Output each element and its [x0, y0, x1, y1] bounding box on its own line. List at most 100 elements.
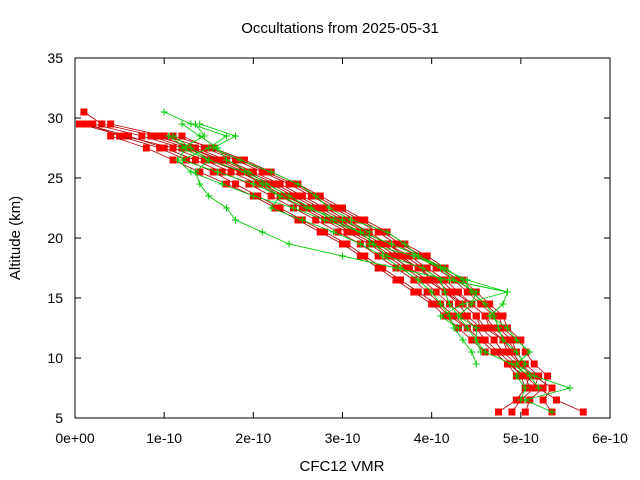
retrieved-point-marker — [191, 156, 199, 164]
retrieved-point-marker — [209, 168, 217, 176]
apriori-point-marker — [325, 204, 333, 212]
retrieved-point-marker — [401, 252, 409, 260]
retrieved-point-marker — [227, 168, 235, 176]
retrieved-point-marker — [428, 300, 436, 308]
retrieved-point-marker — [450, 312, 458, 320]
retrieved-point-marker — [503, 348, 511, 356]
retrieved-point-marker — [454, 276, 462, 284]
retrieved-point-marker — [356, 252, 364, 260]
retrieved-point-marker — [530, 360, 538, 368]
retrieved-point-marker — [75, 120, 83, 128]
retrieved-point-marker — [374, 264, 382, 272]
apriori-profile-line — [168, 135, 482, 353]
apriori-point-marker — [472, 288, 480, 296]
apriori-point-marker — [232, 216, 239, 224]
retrieved-point-marker — [539, 396, 547, 404]
retrieved-point-marker — [339, 240, 346, 248]
apriori-point-marker — [339, 216, 346, 224]
retrieved-point-marker — [432, 288, 440, 296]
x-tick-label: 2e-10 — [235, 430, 271, 446]
retrieved-point-marker — [454, 300, 462, 308]
retrieved-point-marker — [84, 120, 92, 128]
retrieved-point-marker — [289, 192, 297, 200]
retrieved-point-marker — [196, 168, 204, 176]
retrieved-point-marker — [388, 252, 396, 260]
apriori-point-marker — [454, 324, 462, 332]
retrieved-point-marker — [499, 324, 507, 332]
retrieved-point-marker — [396, 252, 404, 260]
retrieved-point-marker — [138, 132, 146, 140]
apriori-point-marker — [459, 336, 467, 344]
x-tick-label: 6e-10 — [592, 430, 628, 446]
apriori-point-marker — [289, 204, 297, 212]
apriori-point-marker — [240, 168, 248, 176]
apriori-point-marker — [223, 132, 231, 140]
retrieved-point-marker — [477, 336, 485, 344]
retrieved-point-marker — [454, 288, 462, 296]
plot-area — [75, 108, 587, 416]
retrieved-point-marker — [236, 168, 244, 176]
retrieved-point-marker — [263, 168, 271, 176]
retrieved-point-marker — [276, 204, 284, 212]
retrieved-profile-line — [83, 111, 531, 413]
retrieved-point-marker — [294, 216, 302, 224]
retrieved-point-marker — [147, 132, 155, 140]
retrieved-point-marker — [178, 132, 186, 140]
retrieved-point-marker — [423, 276, 431, 284]
x-tick-label: 3e-10 — [325, 430, 361, 446]
retrieved-point-marker — [307, 192, 315, 200]
retrieved-point-marker — [272, 180, 280, 188]
retrieved-point-marker — [503, 360, 511, 368]
apriori-point-marker — [472, 324, 480, 332]
retrieved-point-marker — [240, 156, 248, 164]
retrieved-point-marker — [414, 288, 422, 296]
apriori-point-marker — [330, 216, 338, 224]
x-tick-label: 1e-10 — [146, 430, 182, 446]
retrieved-point-marker — [486, 324, 494, 332]
apriori-point-marker — [347, 216, 355, 224]
retrieved-profile-series — [147, 132, 534, 392]
retrieved-point-marker — [463, 288, 471, 296]
apriori-point-marker — [446, 300, 453, 308]
retrieved-point-marker — [441, 276, 449, 284]
retrieved-point-marker — [539, 384, 547, 392]
retrieved-point-marker — [499, 348, 507, 356]
retrieved-point-marker — [481, 312, 489, 320]
retrieved-point-marker — [423, 252, 431, 260]
apriori-point-marker — [517, 396, 525, 404]
retrieved-point-marker — [441, 312, 449, 320]
apriori-point-marker — [459, 300, 467, 308]
apriori-point-marker — [512, 336, 520, 344]
retrieved-point-marker — [508, 336, 516, 344]
retrieved-point-marker — [544, 372, 552, 380]
retrieved-point-marker — [285, 180, 293, 188]
apriori-point-marker — [223, 156, 231, 164]
retrieved-point-marker — [490, 324, 498, 332]
retrieved-point-marker — [477, 300, 485, 308]
apriori-point-marker — [499, 336, 507, 344]
retrieved-point-marker — [321, 204, 329, 212]
apriori-point-marker — [503, 324, 511, 332]
apriori-point-marker — [267, 168, 275, 176]
apriori-point-marker — [521, 360, 529, 368]
apriori-point-marker — [330, 228, 338, 236]
retrieved-profile-series — [156, 132, 520, 356]
apriori-point-marker — [178, 144, 186, 152]
apriori-point-marker — [339, 252, 346, 260]
apriori-point-marker — [200, 132, 208, 140]
retrieved-point-marker — [107, 120, 115, 128]
apriori-point-marker — [165, 132, 173, 140]
apriori-point-marker — [526, 372, 534, 380]
apriori-point-marker — [267, 204, 275, 212]
retrieved-point-marker — [200, 144, 208, 152]
retrieved-point-marker — [156, 144, 164, 152]
retrieved-point-marker — [80, 108, 88, 116]
retrieved-point-marker — [218, 156, 226, 164]
retrieved-profile-series — [107, 120, 543, 416]
retrieved-profile-series — [89, 120, 556, 416]
retrieved-point-marker — [232, 180, 239, 188]
retrieved-point-marker — [258, 168, 266, 176]
x-axis-label: CFC12 VMR — [299, 458, 384, 475]
retrieved-point-marker — [356, 216, 364, 224]
retrieved-point-marker — [396, 276, 404, 284]
